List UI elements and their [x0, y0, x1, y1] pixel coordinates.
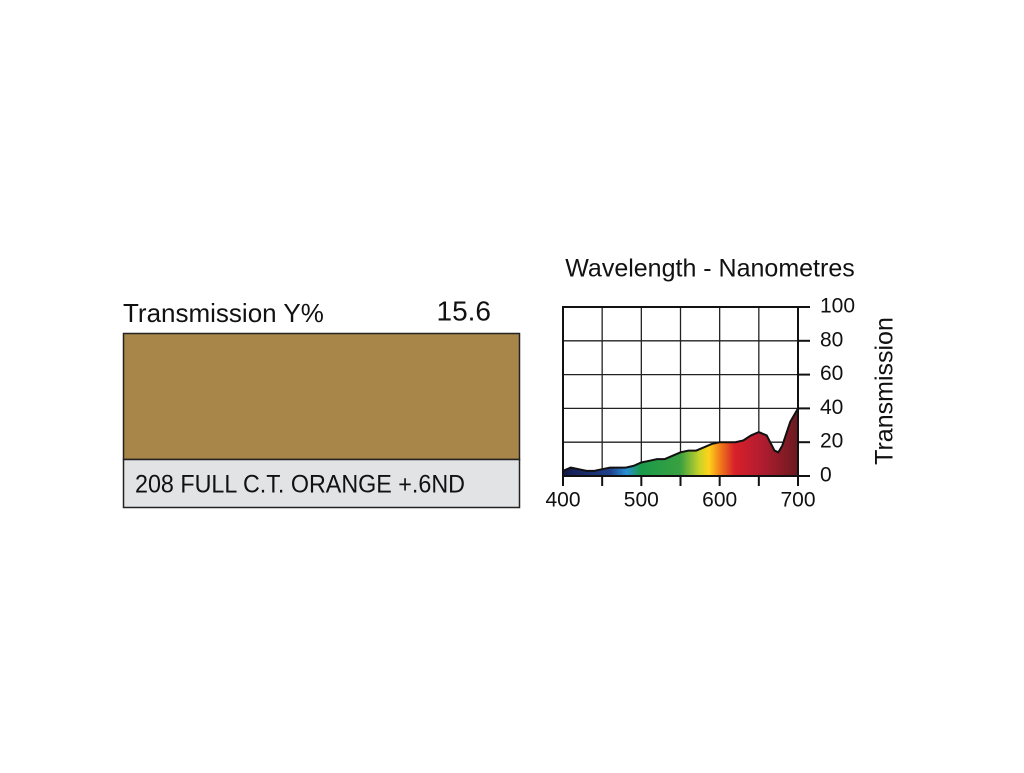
- x-tick-label: 500: [624, 489, 659, 512]
- swatch-name-box: [122, 458, 521, 509]
- area-outline: [562, 407, 799, 472]
- y-tick-label: 40: [820, 396, 843, 419]
- swatch-value: 15.6: [437, 295, 492, 326]
- y-tick-label: 60: [820, 362, 843, 385]
- x-tick-label: 700: [780, 489, 815, 512]
- swatch-name: 208 FULL C.T. ORANGE +.6ND: [135, 471, 465, 499]
- y-tick-label: 80: [820, 328, 843, 351]
- area: [563, 408, 798, 476]
- swatch-color: [122, 332, 521, 461]
- chart-title: Wavelength - Nanometres: [565, 255, 854, 283]
- y-tick-label: 100: [820, 295, 855, 318]
- swatch-label: Transmission Y%: [123, 298, 324, 328]
- y-axis-label: Transmission: [871, 317, 899, 465]
- y-tick-label: 0: [820, 464, 832, 487]
- x-tick-label: 600: [702, 489, 737, 512]
- y-tick-label: 20: [820, 430, 843, 453]
- x-tick-label: 400: [545, 489, 580, 512]
